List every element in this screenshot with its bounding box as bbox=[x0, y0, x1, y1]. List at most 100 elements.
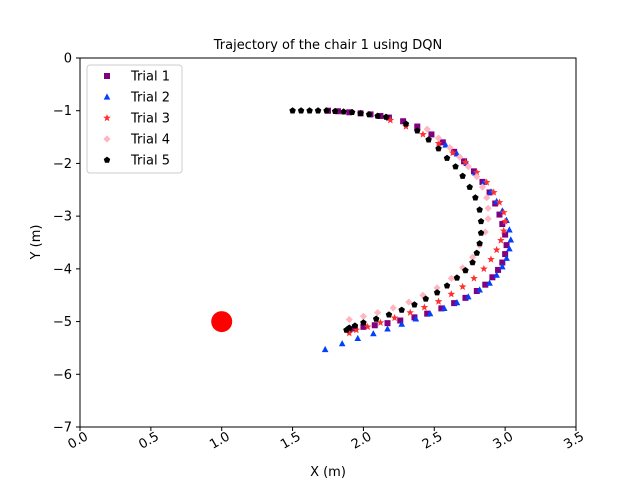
obstacle-marker bbox=[211, 311, 233, 333]
trial-1-point bbox=[439, 139, 446, 146]
series-trial-2 bbox=[321, 141, 515, 353]
trial-5-point bbox=[382, 113, 390, 120]
trial-2-point bbox=[506, 226, 513, 233]
legend-item-trial-1: Trial 1 bbox=[104, 70, 170, 85]
trial-5-point bbox=[343, 326, 350, 333]
trial-2-point bbox=[499, 263, 506, 270]
trial-3-point bbox=[501, 217, 509, 225]
trial-5-point bbox=[357, 109, 364, 117]
trial-5-point bbox=[297, 107, 305, 114]
trial-3-point bbox=[420, 303, 429, 311]
trial-4-point bbox=[468, 253, 477, 261]
trial-5-point bbox=[472, 194, 479, 201]
trial-4-point bbox=[483, 194, 491, 202]
trial-2-point bbox=[503, 254, 510, 261]
trial-3-point bbox=[495, 198, 504, 206]
trial-5-point bbox=[466, 183, 473, 190]
trial-5-point bbox=[402, 120, 410, 127]
trial-2-point bbox=[464, 293, 472, 300]
y-tick-label: −4 bbox=[53, 262, 72, 277]
trial-2-point bbox=[321, 345, 329, 353]
x-axis-ticks: 0.0 0.5 1.0 1.5 2.0 2.5 3.0 3.5 bbox=[66, 427, 587, 453]
legend-marker bbox=[104, 73, 110, 79]
trial-5-point bbox=[414, 127, 421, 134]
trial-1-point bbox=[503, 242, 510, 249]
trial-5-point bbox=[365, 111, 373, 118]
trial-5-point bbox=[340, 108, 347, 115]
chart-title: Trajectory of the chair 1 using DQN bbox=[213, 38, 443, 53]
y-tick-label: 0 bbox=[64, 52, 72, 67]
trial-1-point bbox=[482, 281, 489, 288]
trial-5-point bbox=[351, 322, 359, 329]
trial-3-point bbox=[376, 318, 385, 326]
trial-3-point bbox=[352, 326, 361, 334]
legend-item-trial-5: Trial 5 bbox=[103, 154, 170, 169]
y-axis-ticks: 0 −1 −2 −3 −4 −5 −6 −7 bbox=[53, 52, 80, 436]
trial-3-point bbox=[492, 245, 501, 254]
trial-4-point bbox=[447, 274, 455, 282]
trial-3-point bbox=[406, 308, 414, 316]
trial-5-point bbox=[323, 107, 330, 114]
trial-1-point bbox=[502, 251, 509, 258]
data-marks bbox=[211, 107, 515, 353]
y-tick-label: −5 bbox=[53, 315, 72, 330]
trial-1-point bbox=[473, 287, 480, 294]
trial-3-point bbox=[363, 322, 372, 331]
trial-5-point bbox=[462, 267, 469, 274]
x-tick-label: 3.5 bbox=[562, 429, 587, 452]
trial-1-point bbox=[428, 131, 435, 138]
trial-5-point bbox=[360, 319, 367, 326]
trial-3-point bbox=[470, 274, 478, 282]
trial-1-point bbox=[496, 211, 503, 218]
trial-3-point bbox=[461, 158, 470, 166]
trial-5-point bbox=[289, 107, 296, 114]
trial-4-point bbox=[345, 315, 353, 324]
legend-marker bbox=[103, 93, 111, 100]
series-trial-4 bbox=[345, 125, 492, 324]
trial-4-point bbox=[446, 144, 454, 152]
trial-1-point bbox=[360, 323, 367, 330]
legend-label: Trial 1 bbox=[130, 70, 170, 85]
trial-5-point bbox=[385, 311, 393, 318]
trial-3-point bbox=[434, 139, 443, 147]
trial-4-point bbox=[434, 134, 443, 142]
trial-3-point bbox=[499, 208, 508, 216]
trial-4-point bbox=[433, 284, 441, 292]
trial-2-point bbox=[440, 304, 448, 311]
trial-5-point bbox=[443, 282, 451, 289]
trial-1-point bbox=[495, 266, 502, 273]
trial-5-point bbox=[433, 289, 441, 296]
trial-2-point bbox=[354, 334, 362, 342]
trial-3-point bbox=[482, 178, 491, 186]
trial-5-point bbox=[469, 259, 476, 266]
trial-4-point bbox=[478, 183, 487, 191]
trial-1-point bbox=[397, 317, 404, 324]
y-tick-label: −2 bbox=[53, 157, 72, 172]
trial-1-point bbox=[499, 259, 506, 266]
trial-4-point bbox=[484, 215, 492, 223]
trial-2-point bbox=[442, 141, 449, 148]
trial-5-point bbox=[435, 145, 442, 152]
trial-2-point bbox=[412, 315, 420, 322]
trial-4-point bbox=[359, 312, 368, 320]
trial-4-point bbox=[423, 125, 431, 133]
trial-3-point bbox=[345, 329, 354, 337]
trial-3-point bbox=[386, 116, 395, 124]
trial-2-point bbox=[493, 271, 500, 278]
trial-2-point bbox=[370, 330, 377, 337]
trial-1-point bbox=[438, 305, 445, 312]
trial-5-point bbox=[306, 107, 313, 114]
x-tick-label: 0.5 bbox=[136, 429, 161, 452]
trial-4-point bbox=[374, 309, 382, 317]
legend-item-trial-4: Trial 4 bbox=[103, 133, 170, 148]
trial-5-point bbox=[459, 172, 466, 179]
y-tick-label: −6 bbox=[53, 368, 72, 383]
trial-1-point bbox=[371, 322, 378, 329]
trial-2-point bbox=[506, 245, 513, 252]
legend-label: Trial 3 bbox=[130, 112, 170, 127]
trial-1-point bbox=[424, 310, 431, 317]
trial-1-point bbox=[451, 300, 458, 307]
trial-1-point bbox=[400, 118, 407, 125]
trial-3-point bbox=[480, 264, 488, 273]
